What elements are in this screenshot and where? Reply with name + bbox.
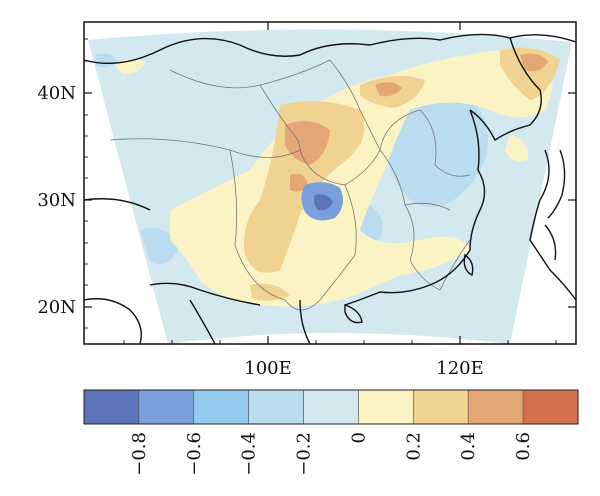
map-panel — [84, 22, 576, 344]
colorbar-tick-label: −0.8 — [129, 432, 150, 476]
colorbar-cell — [467, 389, 524, 425]
colorbar-frame — [83, 389, 579, 425]
lon-label-100e: 100E — [244, 358, 292, 379]
latitude-axis — [84, 92, 576, 308]
colorbar-tick-label: −0.4 — [239, 432, 260, 476]
lon-label-120e: 120E — [436, 358, 484, 379]
lat-label-40n: 40N — [37, 83, 76, 104]
colorbar-tick-label: 0.4 — [458, 432, 479, 461]
longitude-axis — [267, 22, 461, 344]
coastline-and-borders — [84, 33, 576, 344]
colorbar-cell — [303, 389, 359, 425]
colorbar-cell — [413, 389, 469, 425]
colorbar-tick-label: −0.2 — [294, 432, 315, 476]
colorbar-tick-label: 0.2 — [403, 432, 424, 461]
colorbar-cell — [138, 389, 195, 425]
map-frame — [83, 21, 577, 345]
colorbar-cell — [248, 389, 304, 425]
longitude-minor-ticks — [123, 340, 557, 344]
colorbar-cell — [193, 389, 249, 425]
strong-positive-regions — [285, 53, 548, 192]
lat-label-20n: 20N — [37, 297, 76, 318]
latitude-minor-ticks — [84, 38, 88, 329]
colorbar-cell — [522, 389, 579, 425]
colorbar-cell — [358, 389, 414, 425]
colorbar-cell — [83, 389, 140, 425]
colorbar: −0.8 −0.6 −0.4 −0.2 0 0.2 0.4 0.6 — [83, 389, 579, 476]
colorbar-tick-label: 0.6 — [513, 432, 534, 461]
colorbar-tick-label: 0 — [348, 432, 369, 443]
colorbar-cells — [83, 389, 579, 425]
sichuan-basin-negative-center — [314, 194, 333, 211]
colorbar-tick-label: −0.6 — [184, 432, 205, 476]
province-boundaries — [109, 59, 471, 311]
colorbar-tick-labels: −0.8 −0.6 −0.4 −0.2 0 0.2 0.4 0.6 — [129, 432, 534, 476]
lat-label-30n: 30N — [37, 190, 76, 211]
